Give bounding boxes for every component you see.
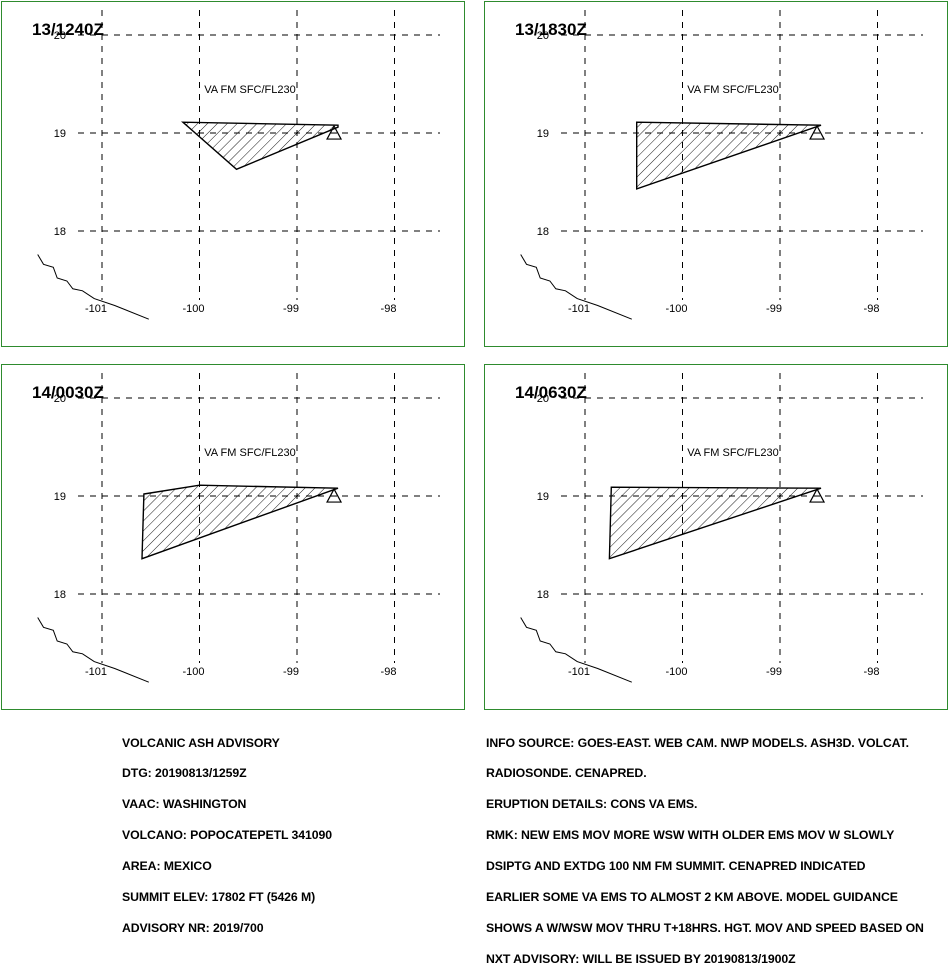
volcano-icon (809, 124, 826, 140)
ash-level-label: VA FM SFC/FL230 (204, 84, 296, 96)
map-panel-3: 20 19 18 -101 -100 -99 -98 VA FM SFC/FL230 14/0… (1, 364, 465, 710)
panel-time-3: 14/0030Z (32, 383, 104, 402)
lat-label: 18 (537, 226, 549, 238)
coastline (37, 617, 149, 683)
info-right-line: NXT ADVISORY: WILL BE ISSUED BY 20190813… (486, 951, 796, 966)
ash-level-label: VA FM SFC/FL230 (204, 447, 296, 459)
info-left-line: ADVISORY NR: 2019/700 (122, 920, 264, 935)
lon-label: -99 (766, 666, 782, 678)
lon-label: -100 (182, 303, 204, 315)
map-svg-4: 20 19 18 -101 -100 -99 -98 VA FM SFC/FL230 (520, 373, 923, 683)
lon-label: -101 (85, 666, 107, 678)
info-right-line: INFO SOURCE: GOES-EAST. WEB CAM. NWP MOD… (486, 735, 909, 750)
info-left-line: VOLCANIC ASH ADVISORY (122, 735, 280, 750)
info-right-line: EARLIER SOME VA EMS TO ALMOST 2 KM ABOVE… (486, 890, 898, 905)
info-left-line: DTG: 20190813/1259Z (122, 766, 247, 781)
panel-time-2: 13/1830Z (515, 20, 587, 39)
info-left-line: SUMMIT ELEV: 17802 FT (5426 M) (122, 890, 316, 905)
lat-label: 20 (54, 393, 66, 405)
advisory-remarks-block: INFO SOURCE: GOES-EAST. WEB CAM. NWP MOD… (486, 717, 924, 974)
map-panel-2: 20 19 18 -101 -100 -99 -98 VA FM SFC/FL230 13/1… (484, 1, 948, 347)
lat-label: 19 (537, 128, 549, 140)
info-right-line: RMK: NEW EMS MOV MORE WSW WITH OLDER EMS… (486, 828, 895, 843)
volcano-icon (326, 124, 343, 140)
info-right-line: ERUPTION DETAILS: CONS VA EMS. (486, 797, 698, 812)
lon-label: -98 (381, 666, 397, 678)
ash-cloud-polygon (181, 121, 339, 171)
info-left-line: VOLCANO: POPOCATEPETL 341090 (122, 828, 332, 843)
lon-label: -98 (864, 303, 880, 315)
map-svg-1: 20 19 18 -101 -100 -99 -98 VA FM SFC/FL230 (37, 10, 440, 320)
lat-label: 18 (537, 589, 549, 601)
lon-label: -98 (864, 666, 880, 678)
coastline (520, 617, 632, 683)
info-left-line: VAAC: WASHINGTON (122, 797, 247, 812)
volcano-icon (326, 487, 343, 503)
lat-label: 18 (54, 226, 66, 238)
advisory-header-block: VOLCANIC ASH ADVISORY DTG: 20190813/1259… (122, 717, 332, 944)
coastline (37, 254, 149, 320)
lat-label: 19 (537, 491, 549, 503)
lon-label: -98 (381, 303, 397, 315)
lon-label: -99 (283, 666, 299, 678)
map-svg-2: 20 19 18 -101 -100 -99 -98 VA FM SFC/FL230 (520, 10, 923, 320)
info-left-line: AREA: MEXICO (122, 859, 212, 874)
coastline (520, 254, 632, 320)
map-panel-1: 20 19 18 -101 -100 -99 -98 VA FM SFC/FL230 13/1… (1, 1, 465, 347)
lon-label: -101 (85, 303, 107, 315)
map-panel-4: 20 19 18 -101 -100 -99 -98 VA FM SFC/FL230 14/0… (484, 364, 948, 710)
lon-label: -101 (568, 666, 590, 678)
lon-label: -100 (182, 666, 204, 678)
volcano-icon (809, 487, 826, 503)
lon-label: -99 (766, 303, 782, 315)
lat-label: 19 (54, 128, 66, 140)
lon-label: -100 (665, 666, 687, 678)
panel-time-4: 14/0630Z (515, 383, 587, 402)
lon-label: -101 (568, 303, 590, 315)
ash-level-label: VA FM SFC/FL230 (687, 447, 779, 459)
info-right-line: RADIOSONDE. CENAPRED. (486, 766, 647, 781)
lat-label: 20 (537, 393, 549, 405)
map-svg-3: 20 19 18 -101 -100 -99 -98 VA FM SFC/FL230 (37, 373, 440, 683)
info-right-line: DSIPTG AND EXTDG 100 NM FM SUMMIT. CENAP… (486, 859, 866, 874)
lat-label: 18 (54, 589, 66, 601)
lon-label: -100 (665, 303, 687, 315)
ash-cloud-polygon (635, 121, 822, 190)
lat-label: 20 (54, 30, 66, 42)
panel-time-1: 13/1240Z (32, 20, 104, 39)
lat-label: 19 (54, 491, 66, 503)
ash-level-label: VA FM SFC/FL230 (687, 84, 779, 96)
lon-label: -99 (283, 303, 299, 315)
lat-label: 20 (537, 30, 549, 42)
info-right-line: SHOWS A W/WSW MOV THRU T+18HRS. HGT. MOV… (486, 920, 924, 935)
ash-cloud-polygon (141, 484, 339, 560)
ash-cloud-polygon (608, 486, 822, 560)
